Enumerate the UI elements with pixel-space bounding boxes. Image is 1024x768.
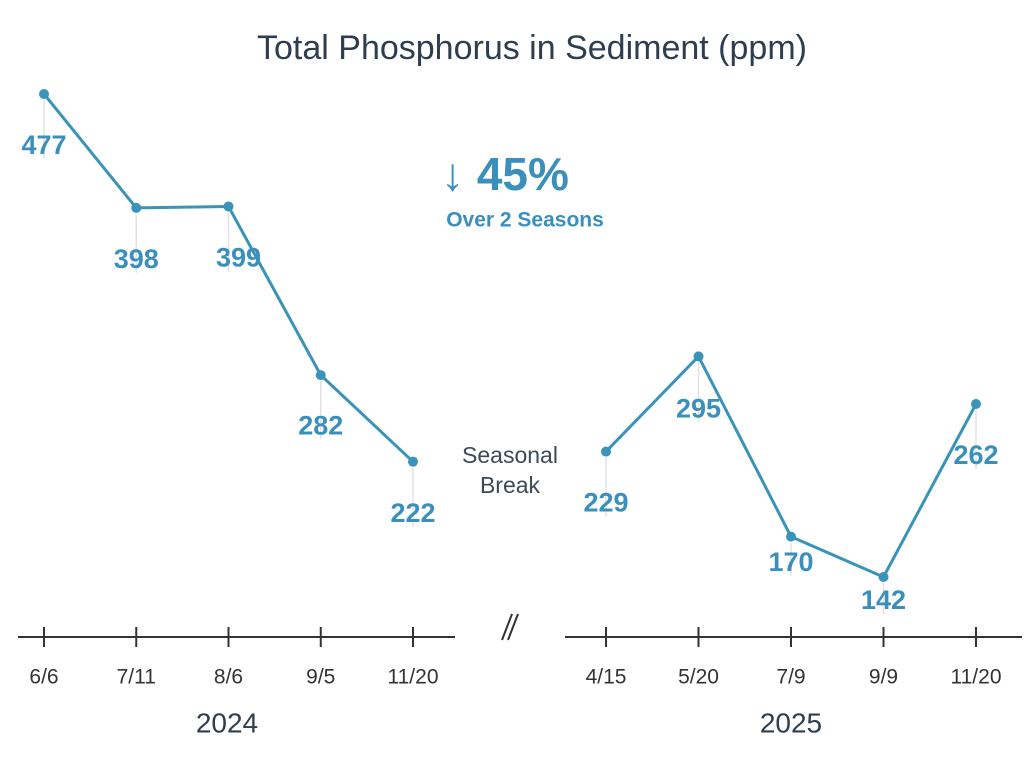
data-point [878, 572, 889, 582]
data-point [601, 446, 611, 457]
data-label: 170 [768, 547, 813, 577]
x-tick-label: 7/9 [776, 666, 805, 689]
data-point [693, 351, 704, 362]
x-tick-label: 4/15 [586, 666, 627, 689]
data-label: 398 [114, 244, 159, 274]
axis-break [501, 613, 519, 641]
data-label: 282 [298, 410, 343, 440]
x-tick-label: 5/20 [678, 666, 719, 689]
data-label: 222 [390, 498, 435, 528]
x-tick-label: 8/6 [214, 666, 243, 689]
data-point [223, 201, 234, 212]
data-line [42, 93, 415, 463]
data-label: 477 [21, 130, 66, 160]
data-point [971, 398, 981, 409]
break-slash [501, 613, 513, 641]
year-label: 2025 [760, 707, 822, 738]
x-tick-label: 11/20 [951, 666, 1002, 689]
data-label: 142 [861, 585, 906, 615]
headline: ↓ 45% [441, 148, 569, 200]
data-point [315, 370, 326, 381]
break-label: Seasonal Break [462, 442, 558, 498]
data-point [131, 202, 142, 213]
data-label: 295 [676, 394, 721, 424]
x-tick-label: 9/5 [306, 666, 335, 689]
data-label: 229 [583, 488, 628, 518]
data-label: 262 [953, 440, 998, 470]
year-label: 2024 [196, 707, 258, 738]
data-point [39, 89, 49, 99]
chart-title: Total Phosphorus in Sediment (ppm) [257, 29, 807, 67]
subheadline: Over 2 Seasons [446, 209, 604, 232]
x-tick-label: 7/11 [117, 666, 156, 689]
x-tick-label: 11/20 [388, 666, 439, 689]
x-tick-label: 6/6 [29, 666, 58, 689]
data-point [408, 456, 418, 467]
break-slash [507, 613, 519, 641]
x-tick-label: 9/9 [869, 666, 898, 689]
data-label: 399 [216, 243, 261, 273]
data-point [786, 531, 796, 542]
